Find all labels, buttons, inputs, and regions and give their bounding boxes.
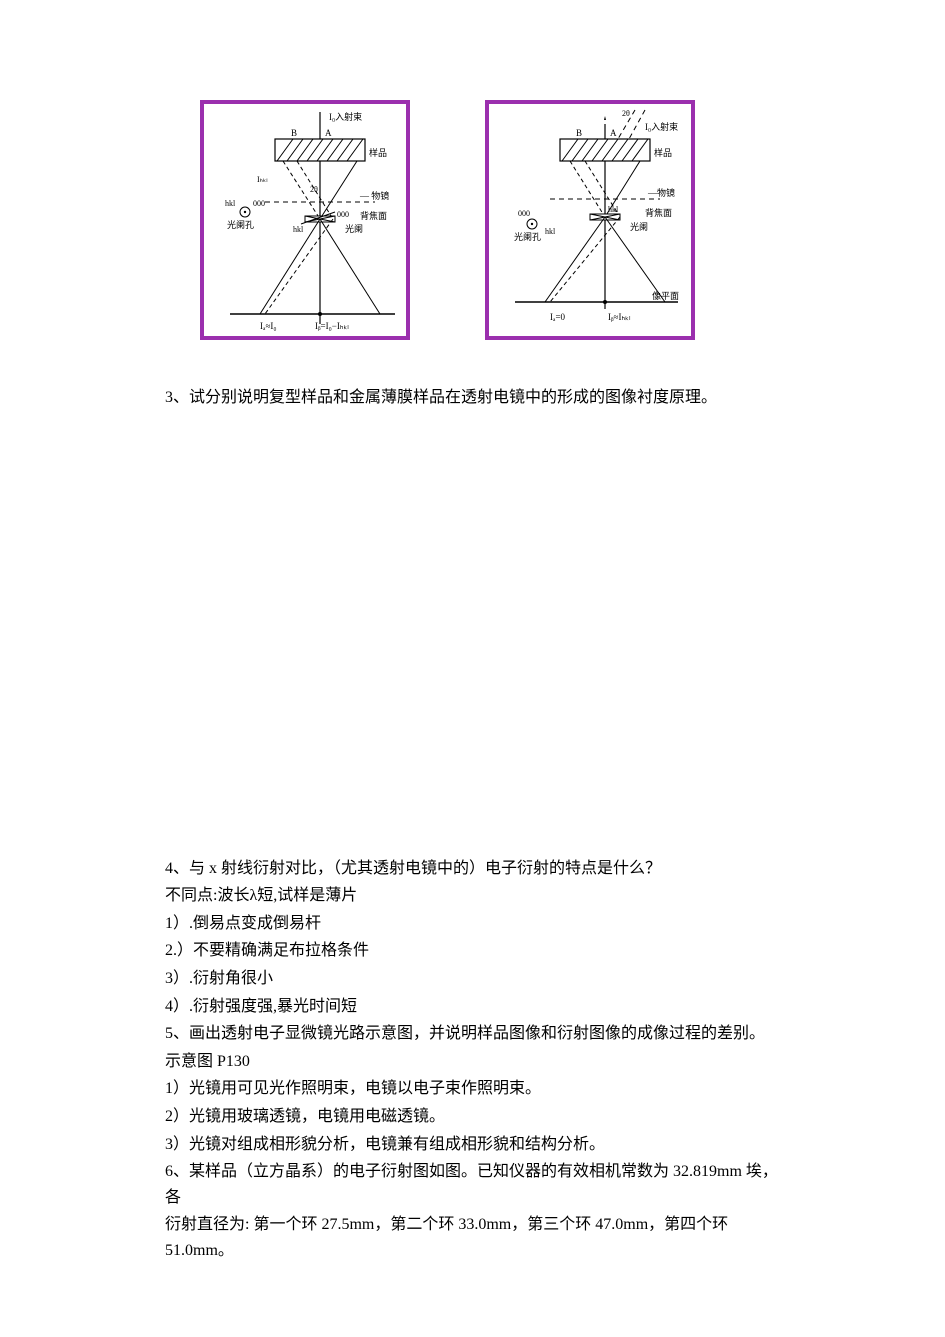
q6-l2e: ，第三个环 xyxy=(511,1216,595,1233)
question-5-title: 5、画出透射电子显微镜光路示意图，并说明样品图像和衍射图像的成像过程的差别。 xyxy=(165,1021,780,1047)
label-objective-r: —物镜 xyxy=(647,187,675,198)
label-aperture: 光阑 xyxy=(345,223,363,234)
label-hkl-l: hkl xyxy=(225,199,236,208)
label-image-plane: 像平面 xyxy=(652,290,679,301)
label-000-l: 000 xyxy=(253,199,265,208)
q6-l2g: ，第四个环 xyxy=(648,1216,728,1233)
q6-l2d: 33.0mm xyxy=(458,1216,511,1233)
question-4-point-2: 2.）不要精确满足布拉格条件 xyxy=(165,938,780,964)
bright-field-svg: I₀入射束 B A 样品 xyxy=(204,104,406,336)
label-aperture-hole-r: 光阑孔 xyxy=(514,231,541,242)
label-aperture-hole: 光阑孔 xyxy=(227,219,254,230)
label-hkl-r1: hkl xyxy=(608,205,619,214)
label-2theta-r: 2θ xyxy=(622,109,630,118)
label-Ihkl: Iₕₖₗ xyxy=(257,175,268,184)
question-5-point-1: 1）光镜用可见光作照明束，电镜以电子束作照明束。 xyxy=(165,1076,780,1102)
dark-field-svg: 2θ I₀入射束 B A 样品 xyxy=(489,104,691,336)
label-aperture-r: 光阑 xyxy=(630,221,648,232)
label-back-focal: 背焦面 xyxy=(360,210,387,221)
label-incident-beam-r: I₀入射束 xyxy=(645,121,678,132)
question-5-point-2: 2）光镜用玻璃透镜，电镜用电磁透镜。 xyxy=(165,1104,780,1130)
label-000-r: 000 xyxy=(518,209,530,218)
q6-l1a: 6、某样品（立方晶系）的电子衍射图如图。已知仪器的有效相机常数为 xyxy=(165,1163,673,1180)
q6-l2i: 。 xyxy=(218,1242,234,1259)
q6-l2h: 51.0mm xyxy=(165,1242,218,1259)
bright-field-diagram: I₀入射束 B A 样品 xyxy=(200,100,410,340)
question-4-block: 4、与 x 射线衍射对比，（尤其透射电镜中的）电子衍射的特点是什么？ 不同点:波… xyxy=(165,856,780,1020)
label-A-r: A xyxy=(610,128,617,138)
q6-l2b: 27.5mm xyxy=(321,1216,374,1233)
label-objective: — 物镜 xyxy=(359,190,389,201)
question-5-caption: 示意图 P130 xyxy=(165,1049,780,1075)
label-B: B xyxy=(291,128,297,138)
question-4-title: 4、与 x 射线衍射对比，（尤其透射电镜中的）电子衍射的特点是什么？ xyxy=(165,856,780,882)
label-Ib-r: Iᵦ≈Iₕₖₗ xyxy=(608,312,631,322)
question-4-diff-intro: 不同点:波长λ短,试样是薄片 xyxy=(165,883,780,909)
label-back-focal-r: 背焦面 xyxy=(645,207,672,218)
question-4-point-1: 1）.倒易点变成倒易杆 xyxy=(165,911,780,937)
question-3: 3、试分别说明复型样品和金属薄膜样品在透射电镜中的形成的图像衬度原理。 xyxy=(165,385,780,411)
label-B-r: B xyxy=(576,128,582,138)
question-4-point-3: 3）.衍射角很小 xyxy=(165,966,780,992)
label-incident-beam: I₀入射束 xyxy=(329,111,362,122)
q6-l1b: 32.819mm xyxy=(673,1163,742,1180)
label-sample: 样品 xyxy=(369,147,387,158)
q6-l2c: ，第二个环 xyxy=(374,1216,458,1233)
label-000-1: 000 xyxy=(337,210,349,219)
label-Ia: Iₐ≈I₀ xyxy=(260,321,277,331)
question-5-block: 5、画出透射电子显微镜光路示意图，并说明样品图像和衍射图像的成像过程的差别。 示… xyxy=(165,1021,780,1157)
label-hkl-c: hkl xyxy=(293,225,304,234)
label-2theta: 2θ xyxy=(310,185,318,194)
dark-field-diagram: 2θ I₀入射束 B A 样品 xyxy=(485,100,695,340)
label-A: A xyxy=(325,128,332,138)
question-6-line-1: 6、某样品（立方晶系）的电子衍射图如图。已知仪器的有效相机常数为 32.819m… xyxy=(165,1159,780,1210)
diagram-row: I₀入射束 B A 样品 xyxy=(200,100,780,340)
q6-l2f: 47.0mm xyxy=(595,1216,648,1233)
label-sample-r: 样品 xyxy=(654,147,672,158)
question-4-point-4: 4）.衍射强度强,暴光时间短 xyxy=(165,994,780,1020)
q6-l2a: 衍射直径为: 第一个环 xyxy=(165,1216,321,1233)
question-5-point-3: 3）光镜对组成相形貌分析，电镜兼有组成相形貌和结构分析。 xyxy=(165,1132,780,1158)
label-hkl-r2: hkl xyxy=(545,227,556,236)
label-Ia-r: Iₐ=0 xyxy=(550,312,566,322)
document-page: I₀入射束 B A 样品 xyxy=(0,0,945,1337)
question-6-block: 6、某样品（立方晶系）的电子衍射图如图。已知仪器的有效相机常数为 32.819m… xyxy=(165,1159,780,1263)
question-6-line-2: 衍射直径为: 第一个环 27.5mm，第二个环 33.0mm，第三个环 47.0… xyxy=(165,1212,780,1263)
label-Ib: Iᵦ=I₀−Iₕₖₗ xyxy=(315,321,349,331)
